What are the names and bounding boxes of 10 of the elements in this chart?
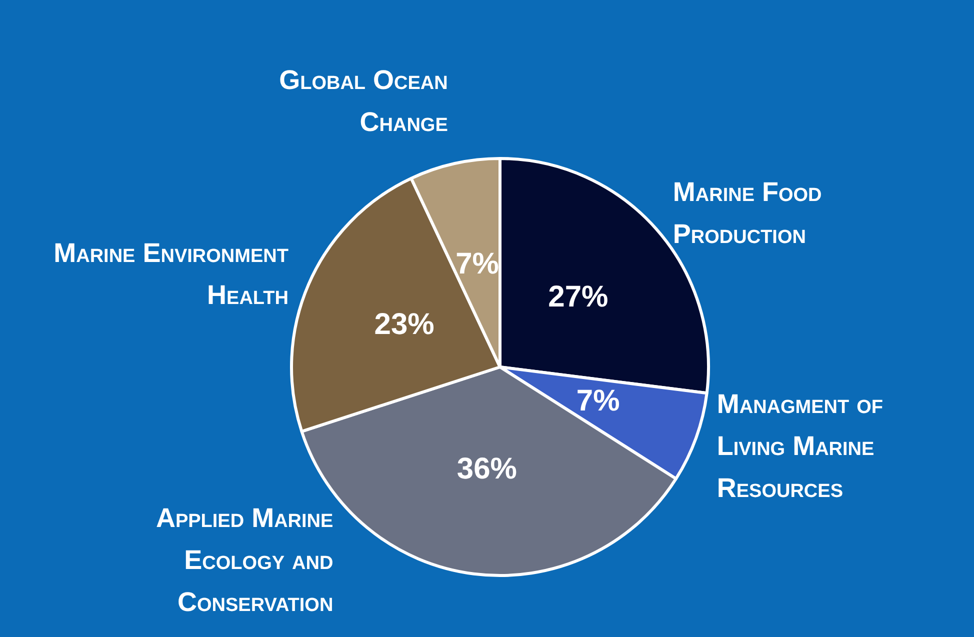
data-label: 27% xyxy=(548,280,608,314)
data-label: 23% xyxy=(374,308,434,341)
slice-label: Marine Environment Health xyxy=(52,237,288,312)
data-label: 7% xyxy=(576,384,620,418)
data-label: 7% xyxy=(456,248,499,281)
slice-label: Managment of Living Marine Resources xyxy=(716,388,884,506)
slice-label: Marine Food Production xyxy=(672,176,823,251)
slice-label: Applied Marine Ecology and Conservation xyxy=(154,502,334,619)
slice-label: Global Ocean Change xyxy=(278,64,448,138)
data-label: 36% xyxy=(456,452,517,486)
